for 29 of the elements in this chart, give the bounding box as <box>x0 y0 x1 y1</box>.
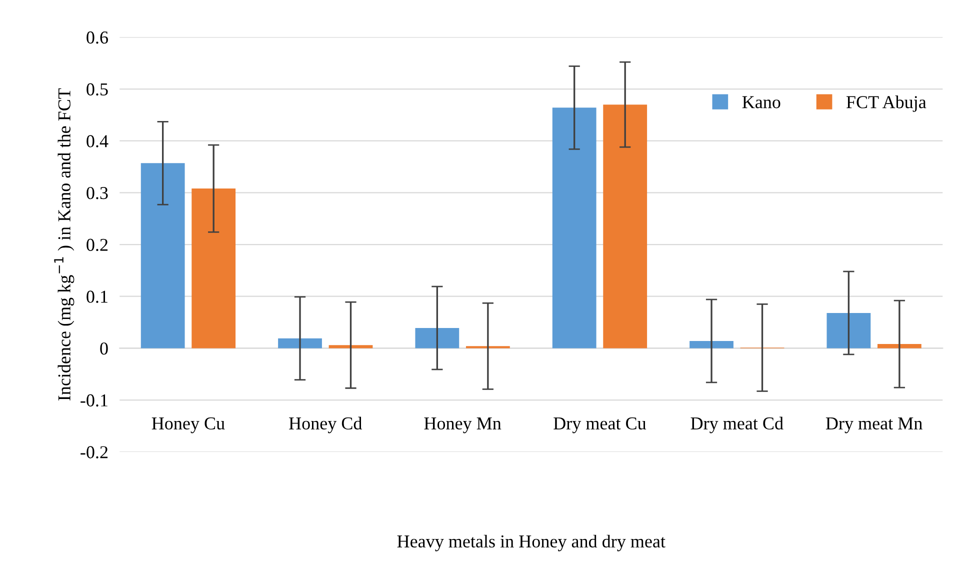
legend-label: Kano <box>742 96 780 108</box>
x-tick-label: Honey Cu <box>152 417 225 434</box>
bar <box>328 345 373 348</box>
y-tick-label: 0.6 <box>86 31 108 44</box>
y-tick-label: -0.1 <box>80 394 108 407</box>
y-tick-label: 0.3 <box>86 186 108 200</box>
bar <box>415 328 460 348</box>
y-axis-title: Incidence (mg kg$^{−1}$ ) in Kano and the FCT <box>54 88 74 401</box>
bar <box>140 163 185 348</box>
x-axis-title: Heavy metals in Honey and dry meat <box>397 534 666 552</box>
bar <box>278 338 322 348</box>
y-tick-label: 0 <box>100 342 108 355</box>
bar <box>690 340 734 348</box>
x-tick-label: Dry meat Cu <box>554 417 646 434</box>
bar <box>603 104 648 348</box>
y-tick-label: -0.2 <box>80 446 108 458</box>
bar <box>877 344 922 348</box>
y-tick-label: 0.1 <box>86 290 108 303</box>
bar <box>552 108 596 348</box>
bar <box>826 312 871 348</box>
y-tick-label: 0.5 <box>86 83 108 96</box>
legend-label: FCT Abuja <box>846 96 926 112</box>
x-tick-label: Dry meat Cd <box>690 416 784 434</box>
x-tick-label: Honey Cd <box>289 416 362 434</box>
y-tick-label: 0.2 <box>86 238 108 252</box>
bar <box>192 188 236 348</box>
x-tick-label: Dry meat Mn <box>826 418 922 434</box>
y-tick-label: 0.4 <box>86 135 108 148</box>
x-tick-label: Honey Mn <box>424 418 502 434</box>
